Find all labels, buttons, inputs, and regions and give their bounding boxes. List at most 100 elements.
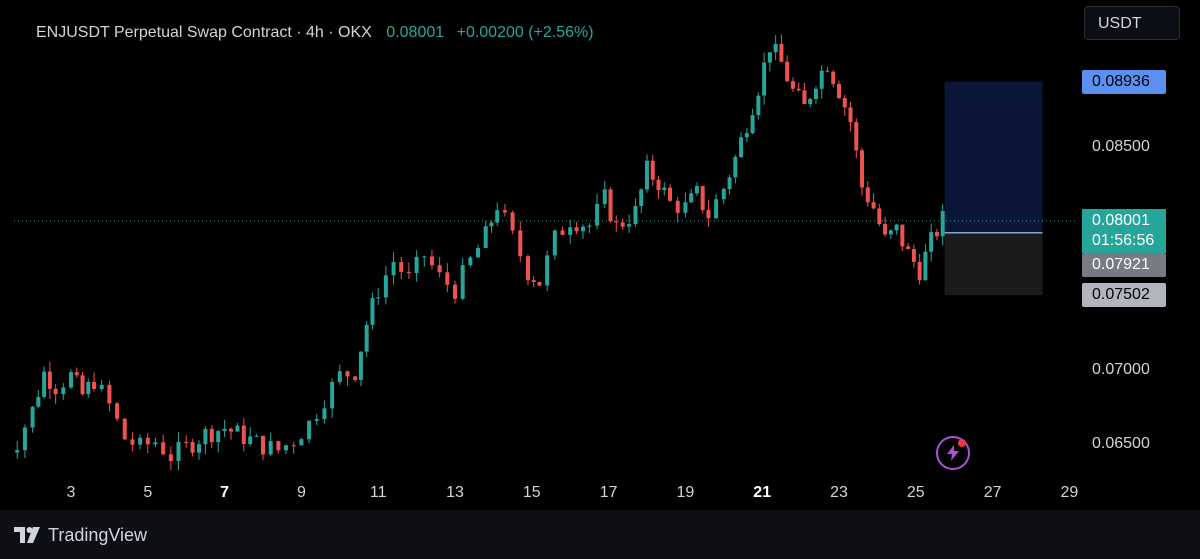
candle: [860, 147, 865, 196]
candle: [414, 250, 419, 282]
candle-body: [391, 262, 396, 276]
candle-body: [291, 445, 296, 447]
candle: [406, 262, 411, 279]
candle: [779, 34, 784, 62]
candles-svg: [14, 34, 1078, 470]
candle: [545, 250, 550, 292]
candle-body: [700, 186, 705, 210]
candle-body: [86, 382, 91, 395]
candle-body: [197, 444, 201, 453]
candle-body: [42, 371, 47, 397]
candle-body: [184, 441, 189, 443]
candle-body: [299, 439, 304, 446]
candle: [700, 185, 705, 214]
bolt-icon[interactable]: [936, 436, 970, 470]
candle: [877, 204, 882, 227]
candle-body: [819, 70, 824, 89]
candle: [307, 419, 312, 444]
candle-body: [650, 160, 655, 180]
candle: [190, 438, 195, 457]
candle: [627, 214, 632, 234]
tradingview-logo[interactable]: TradingView: [14, 524, 147, 546]
candle: [314, 413, 319, 426]
candle-body: [241, 425, 246, 445]
candle: [92, 372, 97, 392]
candle-body: [865, 187, 870, 203]
time-tick-label: 7: [220, 484, 230, 501]
candle-body: [733, 157, 738, 178]
candle-body: [934, 232, 939, 237]
candle: [330, 378, 335, 419]
candle: [254, 434, 259, 437]
candle-body: [248, 436, 253, 445]
candle: [47, 361, 52, 399]
candle: [437, 257, 442, 278]
candle-body: [69, 372, 73, 388]
candle-body: [422, 256, 427, 258]
candle: [525, 254, 530, 286]
candle: [608, 187, 613, 223]
candle: [376, 287, 381, 306]
candle: [683, 192, 688, 218]
candle: [61, 383, 66, 400]
candle-body: [322, 408, 327, 419]
price-label-countdown: 01:56:56: [1082, 228, 1166, 253]
candle: [767, 52, 772, 72]
candle-body: [683, 202, 688, 213]
candle: [940, 203, 945, 246]
candle-body: [694, 186, 699, 194]
candle-body: [568, 227, 573, 235]
candle-body: [675, 200, 680, 213]
price-chart[interactable]: ENJUSDT Perpetual Swap Contract · 4h · O…: [14, 8, 1078, 508]
time-tick-label: 17: [599, 484, 618, 501]
candle-body: [587, 225, 592, 227]
candle: [595, 194, 600, 230]
candle: [261, 435, 265, 461]
candle-body: [15, 450, 20, 453]
candle-body: [639, 189, 644, 206]
time-tick-label: 29: [1060, 484, 1079, 501]
time-axis[interactable]: 3 5 7 9 11 13 15 17 19 21 23 25 27 29: [14, 480, 1079, 510]
candle: [900, 224, 905, 252]
candle-body: [620, 222, 625, 227]
candle: [802, 82, 807, 105]
candle-body: [314, 418, 319, 421]
candle: [86, 378, 91, 398]
candle-body: [848, 107, 853, 123]
candle-body: [495, 210, 500, 223]
candle-body: [399, 262, 404, 272]
candle: [537, 281, 542, 287]
currency-selector[interactable]: USDT: [1084, 6, 1180, 40]
candle-body: [107, 384, 112, 404]
candle-body: [923, 251, 928, 281]
candle-body: [762, 62, 767, 96]
candle: [99, 380, 104, 392]
candle: [229, 427, 233, 440]
candle-body: [209, 428, 214, 443]
candle-body: [376, 297, 381, 299]
candle: [796, 82, 801, 92]
candle-body: [345, 371, 350, 377]
candle: [739, 132, 744, 158]
time-tick-label: 5: [143, 484, 153, 501]
candle: [518, 221, 523, 263]
candle: [706, 199, 711, 227]
time-tick-label: 15: [522, 484, 541, 501]
candle-body: [785, 61, 790, 82]
candle-body: [721, 188, 726, 200]
price-scale[interactable]: 0.06500 0.07000 0.08500 0.08936 0.08001 01:56…: [1078, 8, 1200, 508]
candle: [656, 175, 661, 199]
candle-body: [518, 230, 523, 257]
candle: [445, 263, 450, 293]
candle: [602, 180, 607, 209]
candle-body: [894, 224, 899, 231]
price-label-target: 0.08936: [1082, 69, 1166, 94]
candle: [138, 434, 143, 450]
candle-body: [574, 227, 579, 232]
candle-body: [176, 441, 181, 461]
candle-body: [714, 199, 719, 219]
candle: [197, 440, 201, 460]
candle: [422, 255, 427, 268]
candle: [22, 424, 27, 459]
candle-body: [602, 189, 607, 204]
